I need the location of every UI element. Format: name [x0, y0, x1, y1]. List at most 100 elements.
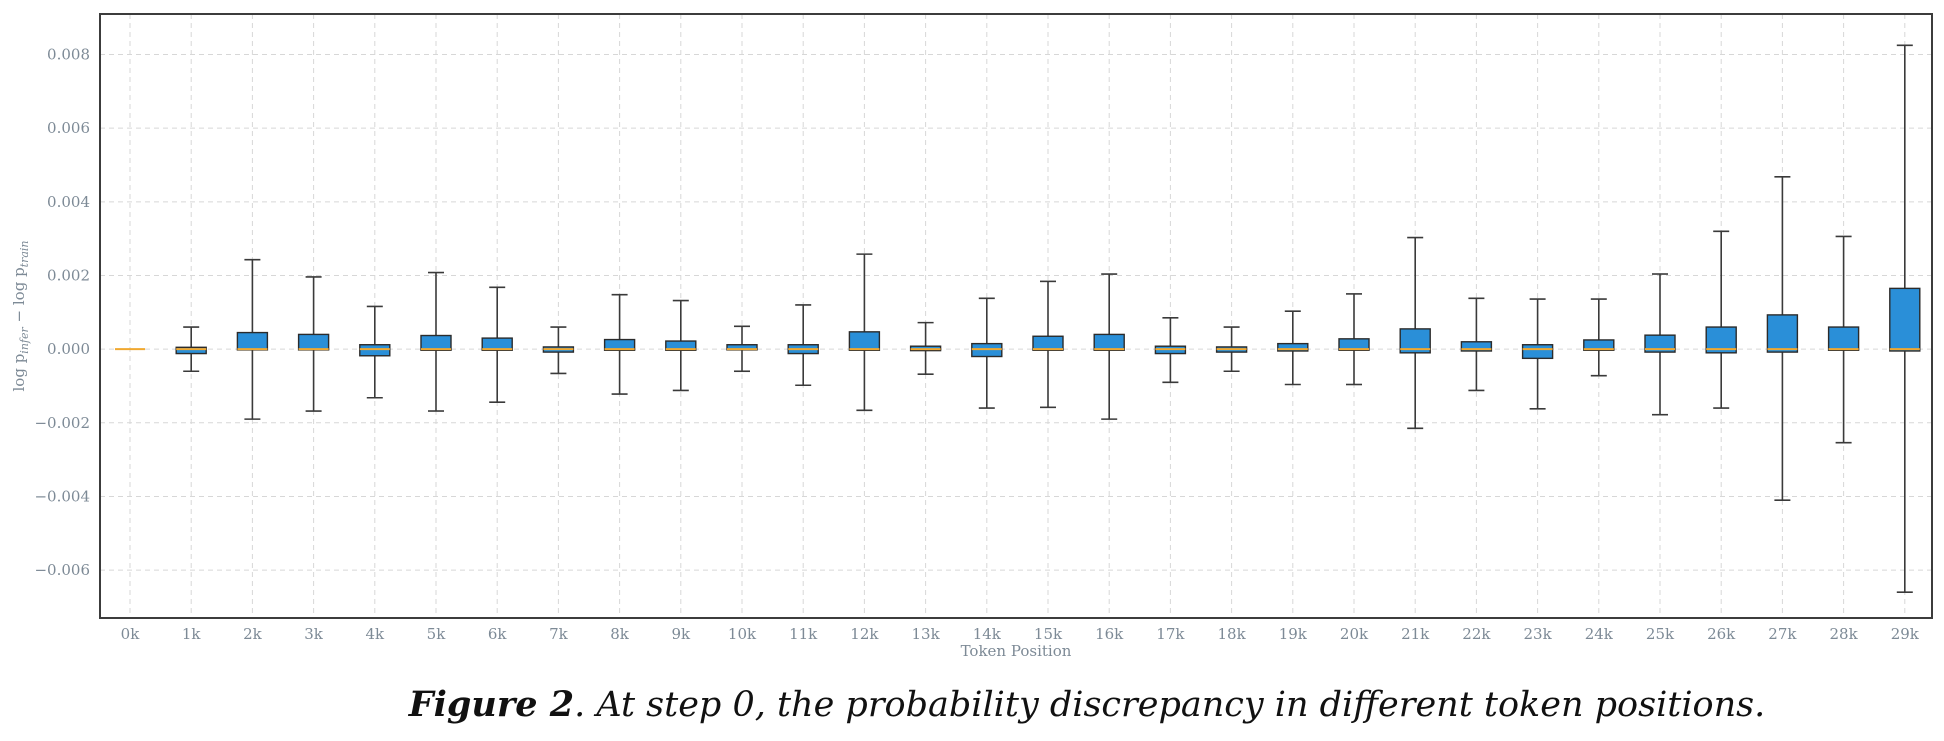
box-body [1766, 314, 1799, 353]
box-body [1827, 326, 1860, 351]
x-tick-label: 23k [1524, 625, 1553, 643]
y-tick-label: 0.004 [47, 193, 90, 211]
box-body [1460, 341, 1493, 352]
x-tick-label: 17k [1156, 625, 1185, 643]
x-tick-label: 6k [488, 625, 508, 643]
figure-caption-text: . At step 0, the probability discrepancy… [574, 685, 1766, 725]
x-tick-label: 28k [1830, 625, 1859, 643]
box-body [1644, 334, 1676, 353]
box-body [1521, 344, 1554, 360]
x-tick-label: 16k [1095, 625, 1124, 643]
y-axis-ticks: −0.006 −0.004 −0.002 0.000 0.002 0.004 0.006 0.… [34, 46, 90, 580]
x-tick-label: 27k [1768, 625, 1797, 643]
box-body [1889, 287, 1921, 352]
box-7k [542, 326, 575, 375]
y-axis-label-sub-train: train [18, 240, 31, 267]
x-tick-label: 0k [121, 625, 141, 643]
figure-caption-label: Figure 2 [408, 684, 575, 725]
y-tick-label: 0.008 [47, 46, 90, 64]
box-3k [297, 276, 330, 412]
box-8k [603, 293, 636, 395]
box-28k [1827, 235, 1860, 444]
y-tick-label: 0.002 [47, 266, 90, 284]
box-body [848, 331, 881, 351]
box-body [359, 344, 391, 357]
box-1k [175, 326, 207, 373]
box-25k [1644, 273, 1676, 416]
x-tick-label: 22k [1462, 625, 1491, 643]
box-body [175, 346, 207, 355]
x-tick-label: 18k [1218, 625, 1247, 643]
box-29k [1889, 44, 1921, 594]
box-4k [359, 305, 391, 399]
y-tick-label: −0.002 [34, 414, 90, 432]
x-tick-label: 1k [182, 625, 202, 643]
box-body [665, 340, 697, 351]
x-axis-label: Token Position [961, 642, 1072, 660]
box-body [603, 338, 636, 351]
box-body [420, 334, 452, 351]
x-tick-label: 9k [671, 625, 691, 643]
y-axis-label-part-2: − log p [10, 267, 28, 327]
box-body [1093, 333, 1125, 351]
box-14k [971, 297, 1003, 409]
box-body [1032, 335, 1064, 351]
y-axis-label-sub-infer: infer [18, 327, 31, 354]
x-tick-label: 12k [850, 625, 879, 643]
box-24k [1583, 298, 1615, 377]
plot-frame [99, 13, 1933, 619]
y-tick-label: 0.000 [47, 340, 90, 358]
box-26k [1705, 230, 1737, 409]
y-tick-label: −0.006 [34, 561, 90, 579]
x-tick-label: 11k [789, 625, 818, 643]
box-body [1583, 339, 1615, 351]
box-body [1399, 328, 1431, 354]
box-body [297, 333, 330, 351]
box-series [115, 44, 1921, 594]
x-tick-label: 8k [610, 625, 630, 643]
box-6k [481, 286, 513, 403]
box-9k [665, 299, 697, 392]
x-tick-label: 2k [243, 625, 263, 643]
x-tick-label: 20k [1340, 625, 1369, 643]
box-22k [1460, 297, 1493, 392]
x-tick-label: 15k [1034, 625, 1063, 643]
x-tick-label: 7k [549, 625, 569, 643]
box-15k [1032, 280, 1064, 409]
x-tick-label: 26k [1707, 625, 1736, 643]
box-body [1338, 338, 1370, 351]
y-tick-label: −0.004 [34, 487, 90, 505]
x-tick-label: 5k [427, 625, 447, 643]
figure-caption: Figure 2. At step 0, the probability dis… [0, 684, 1944, 725]
x-tick-label: 3k [304, 625, 324, 643]
x-tick-label: 25k [1646, 625, 1675, 643]
y-tick-label: 0.006 [47, 119, 90, 137]
box-body [1277, 342, 1309, 352]
box-body [481, 337, 513, 351]
x-tick-label: 24k [1585, 625, 1614, 643]
box-13k [909, 321, 942, 375]
x-axis-ticks: 0k 1k 2k 3k 4k 5k 6k 7k 8k 9k 10k 11k 12k 13k 14k 15k 16… [121, 625, 1920, 643]
box-27k [1766, 175, 1799, 501]
box-23k [1521, 298, 1554, 410]
x-tick-label: 21k [1401, 625, 1430, 643]
x-tick-label: 19k [1279, 625, 1308, 643]
box-16k [1093, 273, 1125, 420]
y-axis-label: log pinfer − log ptrain [10, 240, 31, 391]
x-tick-label: 13k [912, 625, 941, 643]
box-18k [1215, 326, 1248, 373]
x-tick-label: 10k [728, 625, 757, 643]
x-tick-label: 4k [365, 625, 385, 643]
box-5k [420, 271, 452, 412]
box-20k [1338, 293, 1370, 386]
box-11k [787, 304, 819, 387]
box-19k [1277, 310, 1309, 386]
box-21k [1399, 236, 1431, 430]
box-10k [726, 325, 758, 373]
box-2k [236, 258, 269, 420]
y-axis-label-part-1: log p [10, 354, 28, 392]
boxplot-chart: −0.006 −0.004 −0.002 0.000 0.002 0.004 0.006 0.… [10, 13, 1933, 660]
x-tick-label: 29k [1891, 625, 1920, 643]
x-tick-label: 14k [973, 625, 1002, 643]
box-17k [1154, 317, 1187, 384]
